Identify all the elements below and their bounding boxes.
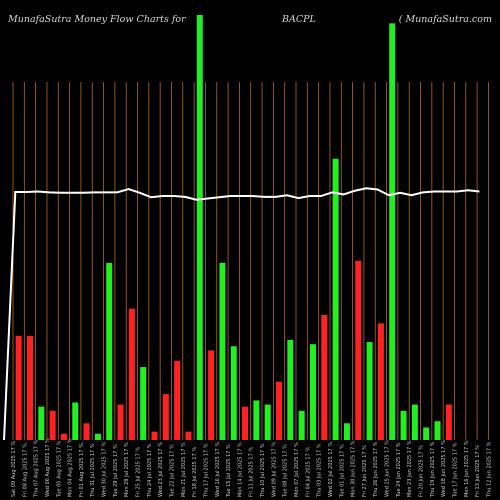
outflow-bar	[83, 423, 90, 440]
x-tick-label: Mon 07 Jul 2025 17 %	[294, 442, 300, 497]
inflow-bar	[309, 344, 316, 440]
x-tick-label: Wed 02 Jul 2025 17 %	[328, 442, 334, 497]
outflow-bar	[208, 350, 215, 440]
x-tick-label: Fri 08 Aug 2025 17 %	[22, 443, 28, 497]
x-tick-label: Mon 14 Jul 2025 17 %	[237, 442, 243, 497]
outflow-bar	[162, 394, 169, 440]
inflow-bar	[400, 410, 407, 440]
x-tick-label: Thu 07 Aug 2025 17 %	[34, 439, 40, 498]
outflow-bar	[276, 381, 283, 440]
inflow-bar	[298, 410, 305, 440]
x-tick-label: Fri 27 Jun 2025 17 %	[362, 445, 368, 497]
outflow-bar	[49, 410, 56, 440]
x-tick-label: Thu 10 Jul 2025 17 %	[260, 443, 266, 498]
outflow-bar	[242, 406, 249, 440]
inflow-bar	[253, 400, 260, 440]
x-tick-label: Mon 16 Jun 2025 17 %	[464, 440, 470, 497]
x-tick-label: Wed 30 Jul 2025 17 %	[102, 442, 108, 497]
x-tick-label: Wed 16 Jul 2025 17 %	[215, 442, 221, 497]
outflow-bar	[15, 335, 22, 440]
x-tick-label: Fri 01 Aug 2025 17 %	[79, 443, 85, 497]
x-tick-label: Wed 23 Jul 2025 17 %	[158, 442, 164, 497]
x-tick-label: Tue 01 Jul 2025 17 %	[339, 444, 345, 498]
x-tick-label: Tue 22 Jul 2025 17 %	[169, 444, 175, 498]
x-tick-label: Thu 03 Jul 2025 17 %	[317, 443, 323, 498]
outflow-bar	[321, 315, 328, 440]
stock-symbol: BACPL	[282, 14, 316, 25]
x-tick-label: Fri 11 Jul 2025 17 %	[249, 447, 255, 497]
site-name: ( MunafaSutra.com	[398, 14, 492, 25]
x-tick-label: Wed 18 Jun 2025 17 %	[441, 440, 447, 497]
x-tick-label: Thu 19 Jun 2025 17 %	[430, 441, 436, 498]
x-tick-label: Tue 15 Jul 2025 17 %	[226, 444, 232, 498]
inflow-bar	[366, 342, 373, 440]
inflow-bar	[264, 404, 271, 440]
inflow-bar	[106, 262, 113, 440]
inflow-bar	[332, 158, 339, 440]
x-tick-label: Fri 04 Jul 2025 17 %	[305, 447, 311, 497]
outflow-bar	[174, 360, 181, 440]
x-tick-label: Fri 13 Jun 2025 17 %	[475, 445, 481, 497]
x-tick-label: Tue 17 Jun 2025 17 %	[452, 442, 458, 498]
inflow-bar	[343, 423, 350, 440]
inflow-bar	[434, 421, 441, 440]
outflow-bar	[151, 431, 158, 440]
outflow-bar	[117, 404, 124, 440]
inflow-bar	[423, 427, 430, 440]
x-tick-label: Wed 09 Jul 2025 17 %	[271, 442, 277, 497]
x-tick-label: Thu 24 Jul 2025 17 %	[147, 443, 153, 498]
inflow-bar	[38, 406, 45, 440]
inflow-bar	[389, 23, 396, 441]
inflow-bar	[196, 15, 203, 440]
outflow-bar	[26, 335, 33, 440]
inflow-bar	[94, 433, 101, 440]
x-tick-label: Tue 24 Jun 2025 17 %	[396, 442, 402, 498]
x-tick-label: Tue 05 Aug 2025 17 %	[56, 440, 62, 498]
x-tick-label: Fri 18 Jul 2025 17 %	[192, 447, 198, 497]
outflow-bar	[60, 433, 67, 440]
outflow-bar	[185, 431, 192, 440]
x-tick-label: Thu 17 Jul 2025 17 %	[203, 443, 209, 498]
inflow-bar	[287, 340, 294, 440]
x-tick-label: Mon 28 Jul 2025 17 %	[124, 442, 130, 497]
x-tick-label: Tue 08 Jul 2025 17 %	[283, 444, 289, 498]
inflow-bar	[72, 402, 79, 440]
x-tick-label: Wed 25 Jun 2025 17 %	[385, 440, 391, 497]
inflow-bar	[219, 262, 226, 440]
x-tick-label: Mon 23 Jun 2025 17 %	[407, 440, 413, 497]
x-tick-label: Tue 29 Jul 2025 17 %	[113, 444, 119, 498]
x-tick-label: Thu 26 Jun 2025 17 %	[373, 441, 379, 498]
outflow-bar	[377, 323, 384, 440]
inflow-bar	[411, 404, 418, 440]
x-tick-label: Wed 06 Aug 2025 17 %	[45, 438, 51, 497]
x-tick-label: Mon 21 Jul 2025 17 %	[181, 442, 187, 497]
x-tick-label: Fri 25 Jul 2025 17 %	[136, 447, 142, 497]
outflow-bar	[355, 260, 362, 440]
x-tick-label: Thu 12 Jun 2025 17 %	[486, 441, 492, 498]
inflow-bar	[140, 367, 147, 440]
x-tick-label: Mon 30 Jun 2025 17 %	[351, 440, 357, 497]
inflow-bar	[230, 346, 237, 440]
x-tick-label: Sat 09 Aug 2025 17 %	[11, 441, 17, 497]
outflow-bar	[128, 308, 135, 440]
chart-title: MunafaSutra Money Flow Charts for	[8, 14, 186, 25]
x-tick-label: Fri 20 Jun 2025 17 %	[419, 445, 425, 497]
x-tick-label: Mon 04 Aug 2025 17 %	[68, 438, 74, 497]
outflow-bar	[445, 404, 452, 440]
money-flow-line	[3, 187, 480, 441]
x-tick-label: Thu 31 Jul 2025 17 %	[90, 443, 96, 498]
